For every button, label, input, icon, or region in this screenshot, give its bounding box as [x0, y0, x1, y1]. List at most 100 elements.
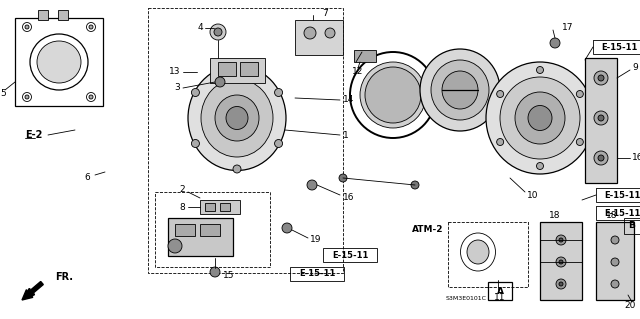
- Bar: [596, 188, 640, 202]
- Ellipse shape: [188, 65, 286, 170]
- Circle shape: [594, 151, 608, 165]
- Text: B: B: [628, 221, 636, 231]
- Text: 14: 14: [343, 95, 355, 105]
- Text: 20: 20: [625, 300, 636, 309]
- Text: E-15-11: E-15-11: [604, 190, 640, 199]
- Text: 5: 5: [0, 90, 6, 99]
- Circle shape: [168, 239, 182, 253]
- Ellipse shape: [226, 107, 248, 130]
- Circle shape: [89, 25, 93, 29]
- FancyArrow shape: [22, 281, 44, 300]
- Circle shape: [233, 165, 241, 173]
- Circle shape: [497, 138, 504, 145]
- Bar: [205, 203, 215, 211]
- Bar: [488, 282, 512, 300]
- Circle shape: [307, 180, 317, 190]
- Bar: [323, 248, 377, 262]
- Circle shape: [210, 267, 220, 277]
- Bar: [200, 224, 220, 236]
- Circle shape: [339, 174, 347, 182]
- Bar: [148, 8, 343, 273]
- Text: 19: 19: [310, 235, 321, 244]
- Ellipse shape: [431, 60, 489, 120]
- Ellipse shape: [215, 95, 259, 141]
- Text: 4: 4: [197, 23, 203, 32]
- Bar: [290, 267, 344, 281]
- Bar: [220, 203, 230, 211]
- Circle shape: [611, 280, 619, 288]
- Bar: [295, 20, 343, 55]
- Bar: [448, 222, 528, 287]
- Text: 17: 17: [562, 23, 573, 32]
- Text: 2: 2: [179, 186, 185, 195]
- Text: 8: 8: [179, 203, 185, 211]
- Bar: [38, 10, 48, 20]
- Circle shape: [556, 235, 566, 245]
- Circle shape: [598, 75, 604, 81]
- Text: 12: 12: [352, 68, 364, 77]
- Text: E-2: E-2: [25, 130, 42, 140]
- Bar: [155, 192, 270, 267]
- Text: 1: 1: [343, 130, 349, 139]
- Ellipse shape: [486, 62, 594, 174]
- Bar: [175, 224, 195, 236]
- Circle shape: [89, 95, 93, 99]
- Circle shape: [577, 91, 583, 98]
- Circle shape: [611, 258, 619, 266]
- Circle shape: [215, 77, 225, 87]
- Ellipse shape: [467, 240, 489, 264]
- Circle shape: [210, 24, 226, 40]
- Text: A: A: [497, 286, 504, 295]
- Circle shape: [556, 257, 566, 267]
- Text: E-15-11: E-15-11: [601, 42, 637, 51]
- Circle shape: [411, 181, 419, 189]
- Circle shape: [191, 139, 200, 147]
- Circle shape: [594, 111, 608, 125]
- Circle shape: [559, 260, 563, 264]
- Circle shape: [282, 223, 292, 233]
- Circle shape: [25, 95, 29, 99]
- Bar: [240, 62, 258, 76]
- Circle shape: [556, 279, 566, 289]
- Circle shape: [25, 25, 29, 29]
- Ellipse shape: [515, 92, 565, 144]
- Bar: [218, 62, 236, 76]
- Bar: [210, 58, 265, 83]
- Bar: [596, 206, 640, 220]
- Text: E-15-11: E-15-11: [299, 270, 335, 278]
- Circle shape: [325, 28, 335, 38]
- Circle shape: [550, 38, 560, 48]
- Text: 3: 3: [174, 84, 180, 93]
- Circle shape: [275, 139, 283, 147]
- Ellipse shape: [500, 77, 580, 159]
- Circle shape: [365, 67, 421, 123]
- Text: 11: 11: [494, 293, 506, 302]
- Circle shape: [191, 88, 200, 97]
- Text: 18: 18: [549, 211, 561, 219]
- Text: E-15-11: E-15-11: [332, 250, 368, 259]
- Ellipse shape: [442, 71, 478, 109]
- Bar: [58, 10, 68, 20]
- Text: 15: 15: [223, 271, 234, 279]
- Bar: [624, 218, 640, 234]
- Circle shape: [598, 155, 604, 161]
- Bar: [15, 18, 103, 106]
- Ellipse shape: [37, 41, 81, 83]
- Text: E-15-11: E-15-11: [604, 209, 640, 218]
- Circle shape: [577, 138, 583, 145]
- Bar: [354, 50, 376, 62]
- Circle shape: [611, 236, 619, 244]
- Bar: [585, 58, 617, 183]
- Ellipse shape: [201, 79, 273, 157]
- Text: 9: 9: [632, 63, 637, 72]
- Text: 7: 7: [322, 9, 328, 18]
- Ellipse shape: [420, 49, 500, 131]
- Bar: [596, 222, 634, 300]
- Bar: [200, 200, 240, 214]
- Bar: [593, 40, 640, 54]
- Circle shape: [214, 28, 222, 36]
- Circle shape: [559, 282, 563, 286]
- Bar: [540, 222, 582, 300]
- Text: 16: 16: [632, 153, 640, 162]
- Circle shape: [536, 66, 543, 73]
